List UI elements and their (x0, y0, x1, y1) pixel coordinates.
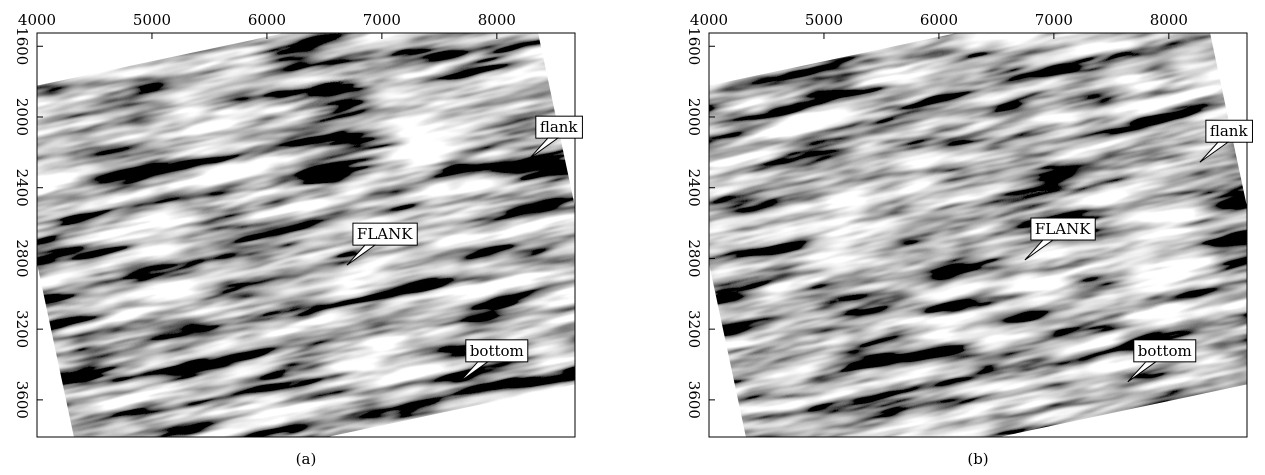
annotation-pointer (1127, 361, 1158, 383)
x-tick-label: 5000 (805, 11, 843, 29)
caption: (b) (967, 450, 988, 468)
x-tick-label: 5000 (133, 11, 171, 29)
annotation-box (465, 339, 529, 363)
annotation-label: bottom (1138, 342, 1192, 360)
x-tick-label: 4000 (690, 11, 728, 29)
seismic-image (709, 33, 1248, 438)
annotation-box (1133, 339, 1197, 363)
caption: (a) (296, 450, 317, 468)
x-tick-label: 4000 (18, 11, 56, 29)
y-tick-label: 2400 (685, 169, 703, 207)
annotation-box (352, 222, 418, 246)
seismic-image (36, 32, 576, 438)
y-tick-label: 2000 (13, 98, 31, 136)
y-tick-label: 3600 (13, 381, 31, 419)
annotation-pointer (1199, 141, 1230, 163)
y-tick-label: 2400 (13, 169, 31, 207)
annotation-pointer (459, 361, 490, 383)
annotation-box (1030, 217, 1096, 241)
y-tick-label: 3200 (13, 310, 31, 348)
annotation-pointer (346, 244, 377, 266)
x-tick-label: 6000 (920, 11, 958, 29)
frame (708, 32, 1248, 438)
annotation-label: flank (540, 118, 579, 136)
annotation-pointer (529, 137, 560, 159)
frame (36, 32, 576, 438)
annotation-box (1205, 119, 1253, 143)
annotation-label: FLANK (1035, 220, 1091, 238)
x-tick-label: 6000 (248, 11, 286, 29)
x-tick-label: 7000 (363, 11, 401, 29)
y-tick-label: 2800 (685, 239, 703, 277)
x-tick-label: 7000 (1035, 11, 1073, 29)
annotation-pointer (1024, 239, 1055, 261)
annotation-label: FLANK (357, 225, 413, 243)
y-tick-label: 3600 (685, 381, 703, 419)
x-tick-label: 8000 (1150, 11, 1188, 29)
y-tick-label: 2000 (685, 98, 703, 136)
y-tick-label: 3200 (685, 310, 703, 348)
annotation-label: bottom (470, 342, 524, 360)
y-tick-label: 2800 (13, 239, 31, 277)
annotation-box (535, 115, 583, 139)
y-tick-label: 1600 (13, 27, 31, 65)
x-tick-label: 8000 (478, 11, 516, 29)
annotation-label: flank (1210, 122, 1249, 140)
y-tick-label: 1600 (685, 27, 703, 65)
